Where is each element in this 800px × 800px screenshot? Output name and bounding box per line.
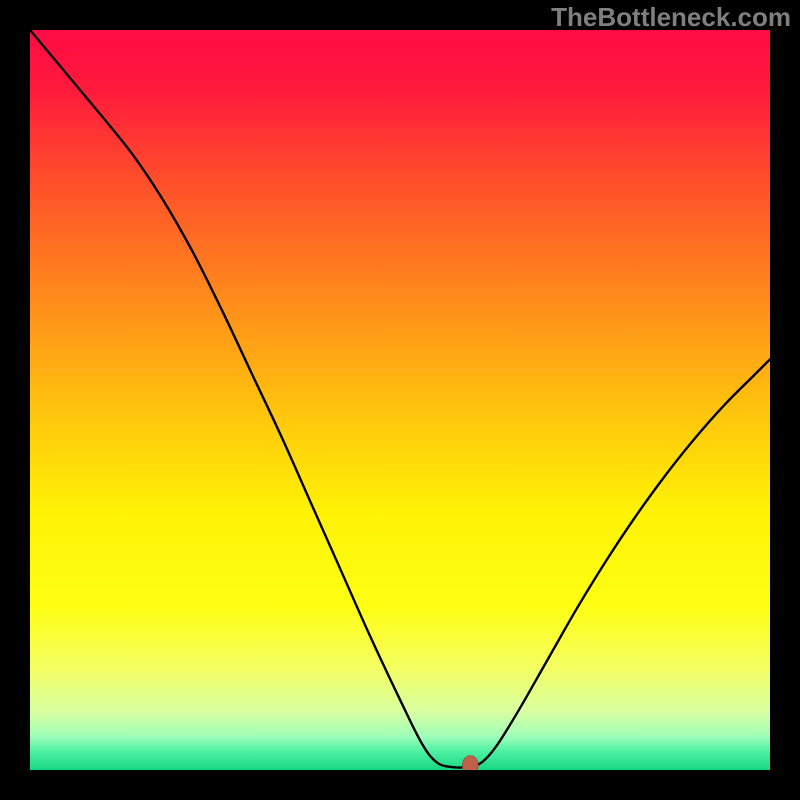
- gradient-background: [30, 30, 770, 770]
- watermark-text: TheBottleneck.com: [551, 2, 791, 33]
- bottleneck-chart: [30, 30, 770, 770]
